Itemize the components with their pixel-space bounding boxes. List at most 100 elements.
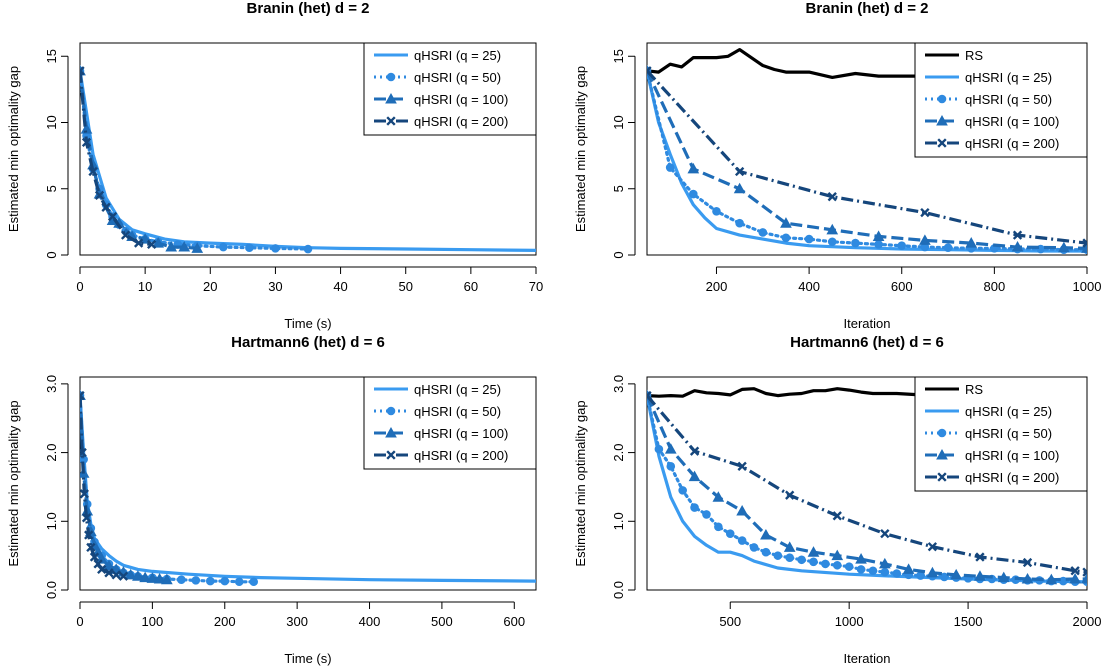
y-tick-label: 10: [44, 115, 59, 129]
plot-area: [80, 64, 536, 254]
data-point: [874, 240, 883, 249]
legend-label: qHSRI (q = 50): [414, 404, 501, 419]
data-point: [797, 555, 806, 565]
data-point: [702, 510, 711, 519]
data-point: [1022, 557, 1033, 568]
y-tick-label: 2.0: [611, 444, 626, 462]
data-point: [725, 529, 735, 538]
legend-label: qHSRI (q = 100): [414, 92, 508, 107]
y-axis-label: Estimated min optimality gap: [573, 400, 588, 566]
legend-label: qHSRI (q = 200): [965, 470, 1059, 485]
data-point: [773, 551, 783, 560]
y-tick-label: 0: [611, 251, 626, 258]
data-point: [678, 486, 687, 495]
data-point: [234, 577, 244, 587]
legend-marker: [937, 428, 947, 438]
y-tick-label: 15: [44, 49, 59, 63]
data-point: [1082, 238, 1087, 248]
legend: qHSRI (q = 25) qHSRI (q = 50) qHSRI (q = 1…: [363, 376, 537, 470]
data-point: [665, 163, 675, 172]
chart-title: Hartmann6 (het) d = 6: [231, 334, 385, 351]
data-point: [737, 461, 747, 471]
legend-marker: [937, 472, 947, 482]
legend-marker: [937, 138, 947, 148]
legend-label: RS: [965, 382, 983, 397]
data-point: [826, 223, 839, 235]
legend: qHSRI (q = 25) qHSRI (q = 50) qHSRI (q = 1…: [363, 42, 537, 136]
series-line-qhsri-q-25-: [647, 70, 1087, 253]
data-point: [654, 444, 664, 454]
data-point: [785, 553, 795, 563]
data-point: [733, 182, 746, 194]
data-point: [737, 536, 747, 545]
data-point: [1069, 572, 1081, 584]
data-point: [86, 542, 96, 553]
data-point: [809, 557, 818, 567]
y-axis-label: Estimated min optimality gap: [573, 66, 588, 232]
x-tick-label: 0: [76, 614, 83, 629]
data-point: [97, 564, 107, 575]
data-point: [827, 237, 837, 247]
data-point: [153, 572, 166, 584]
data-point: [118, 571, 129, 581]
legend-marker: [386, 72, 396, 82]
data-point: [714, 522, 723, 532]
data-point: [205, 576, 215, 586]
data-point: [81, 137, 92, 148]
data-point: [95, 553, 108, 564]
legend-marker: [937, 94, 947, 104]
data-point: [178, 241, 191, 252]
data-point: [107, 211, 118, 222]
data-point: [111, 570, 121, 580]
data-point: [89, 552, 100, 562]
data-point: [761, 547, 771, 557]
data-point: [647, 390, 652, 401]
data-point: [780, 217, 792, 228]
data-point: [93, 559, 103, 569]
data-point: [687, 162, 700, 174]
x-tick-label: 200: [214, 614, 236, 629]
x-tick-label: 50: [398, 279, 412, 294]
data-point: [1081, 572, 1087, 584]
data-point: [902, 563, 915, 574]
data-point: [1070, 566, 1080, 576]
plot-area: [647, 47, 1087, 254]
data-point: [1012, 230, 1023, 240]
legend-marker: [386, 450, 396, 460]
data-point: [783, 541, 796, 552]
data-point: [855, 553, 867, 564]
x-axis-label: Iteration: [844, 316, 891, 331]
data-point: [872, 230, 885, 241]
data-point: [919, 234, 931, 245]
x-tick-label: 1000: [1073, 279, 1101, 294]
data-point: [1021, 572, 1034, 584]
x-tick-label: 400: [359, 614, 381, 629]
legend-label: qHSRI (q = 25): [965, 404, 1052, 419]
series-line-qhsri-q-200-: [647, 69, 1087, 245]
data-point: [104, 568, 114, 578]
legend-label: RS: [965, 48, 983, 63]
data-point: [139, 571, 151, 583]
x-tick-label: 1500: [954, 614, 983, 629]
x-tick-label: 10: [138, 279, 152, 294]
data-point: [943, 243, 953, 253]
plot-area: [647, 387, 1087, 587]
data-point: [749, 543, 759, 552]
data-point: [735, 218, 744, 228]
chart-panel-4: Hartmann6 (het) d = 6 500 1000 1500 2000 0.0 1…: [573, 334, 1101, 666]
data-point: [760, 529, 772, 540]
data-point: [690, 503, 699, 512]
data-point: [1082, 567, 1087, 577]
chart-title: Branin (het) d = 2: [247, 0, 370, 17]
data-point: [804, 234, 814, 244]
data-point: [147, 239, 157, 250]
x-tick-label: 500: [719, 614, 741, 629]
data-point: [303, 244, 313, 254]
data-point: [926, 566, 939, 578]
x-tick-label: 60: [464, 279, 478, 294]
x-tick-label: 1000: [835, 614, 864, 629]
y-tick-label: 2.0: [44, 444, 59, 462]
data-point: [920, 207, 930, 218]
legend-label: qHSRI (q = 25): [965, 70, 1052, 85]
